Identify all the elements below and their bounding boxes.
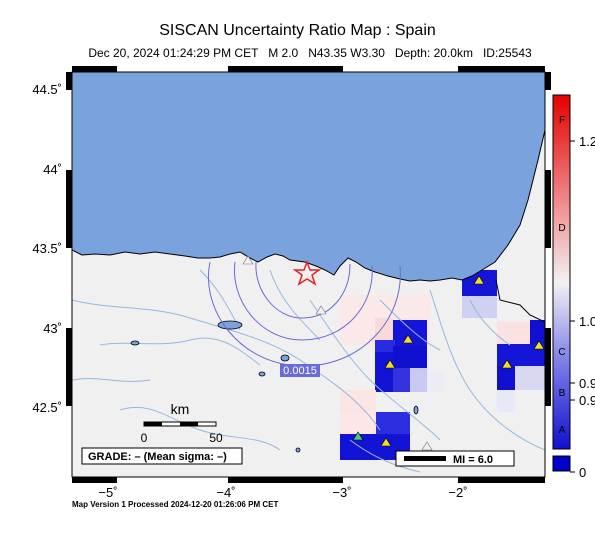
latitude-labels: 44.5˚ 44˚ 43.5˚ 43˚ 42.5˚ <box>32 82 62 415</box>
colorbar-value: 1.0 <box>579 314 595 329</box>
grade-letter: C <box>558 347 565 358</box>
seismic-stations <box>242 255 545 451</box>
event-info: Dec 20, 2024 01:24:29 PM CET M 2.0 N43.3… <box>88 46 532 60</box>
mi-text: MI = 6.0 <box>453 454 493 466</box>
scale-tick: 0 <box>141 431 148 445</box>
grade-letter: B <box>559 388 566 399</box>
contour-label-box <box>280 364 320 377</box>
scale-bar: km 0 50 <box>141 401 223 445</box>
lon-label: −5˚ <box>98 485 117 500</box>
colorbar-value: 0.9 <box>579 376 595 391</box>
uncertainty-grid <box>340 270 545 460</box>
scale-tick: 50 <box>209 431 223 445</box>
grade-letter: F <box>559 115 565 126</box>
colorbar-value: 0.9 <box>579 393 595 408</box>
contour-label: 0.0015 <box>283 365 317 377</box>
lon-label: −3˚ <box>332 485 351 500</box>
mi-legend: MI = 6.0 <box>395 450 515 467</box>
grade-letter: D <box>558 223 565 234</box>
lon-label: −4˚ <box>216 485 235 500</box>
lat-label: 44.5˚ <box>32 82 62 97</box>
lat-label: 42.5˚ <box>32 400 62 415</box>
lat-label: 44˚ <box>43 162 62 177</box>
map-title: SISCAN Uncertainty Ratio Map : Spain <box>159 22 436 39</box>
colorbar-value: 0 <box>579 465 586 480</box>
grade-box: GRADE: – (Mean sigma: –) <box>81 447 243 465</box>
grade-letter: A <box>559 425 566 436</box>
grade-text: GRADE: – (Mean sigma: –) <box>88 451 227 463</box>
colorbar-value: 1.2 <box>579 134 595 149</box>
scale-unit: km <box>171 401 190 417</box>
lat-label: 43˚ <box>43 321 62 336</box>
epicenter-star <box>292 259 322 286</box>
longitude-labels: −5˚ −4˚ −3˚ −2˚ <box>98 485 467 500</box>
sea-bay-of-biscay <box>72 72 545 281</box>
footer-processed: Map Version 1 Processed 2024-12-20 01:26… <box>72 500 279 509</box>
map-frame <box>66 66 551 483</box>
colorbar: F D C B A 1.2 1.0 0.9 0.9 0 <box>552 94 595 480</box>
lat-label: 43.5˚ <box>32 241 62 256</box>
lon-label: −2˚ <box>448 485 467 500</box>
